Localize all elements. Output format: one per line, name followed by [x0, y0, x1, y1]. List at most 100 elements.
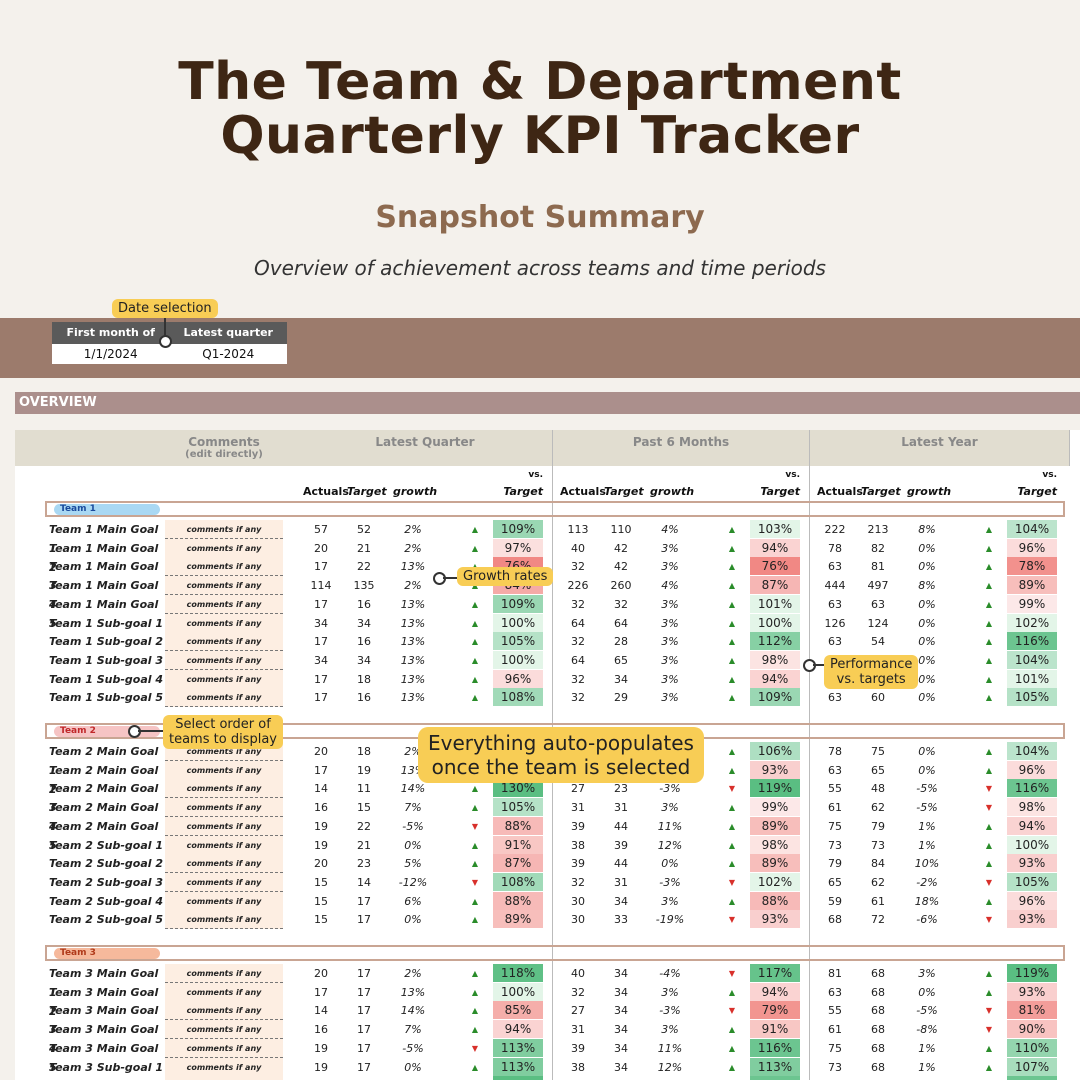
team-selector[interactable]: Team 3 [54, 948, 160, 959]
growth-value: 3% [661, 597, 679, 611]
table-row: Team 1 Sub-goal 1 comments if any 34 34 13% ▲… [15, 613, 1080, 633]
target-value: 32 [614, 597, 628, 611]
comment-input[interactable]: comments if any [165, 1038, 283, 1058]
team-row-1[interactable]: Team 1 [45, 501, 1065, 517]
growth-value: 2% [404, 523, 422, 536]
up-arrow-icon: ▲ [985, 821, 993, 831]
comment-input[interactable]: comments if any [165, 982, 283, 1002]
comment-input[interactable]: comments if any [165, 594, 283, 614]
vs-header: vs. [1042, 470, 1057, 480]
target-value: 84 [871, 857, 885, 871]
actual-value: 34 [314, 653, 328, 667]
comment-input[interactable]: comments if any [165, 854, 283, 874]
actual-value: 114 [310, 579, 332, 593]
comment-input[interactable]: comments if any [165, 835, 283, 855]
table-row: Team 1 Sub-goal 4 comments if any 17 18 13% ▲… [15, 669, 1080, 689]
vs-target-value: 113% [493, 1057, 543, 1076]
goal-name: Team 1 Main Goal 1 [49, 523, 159, 555]
callout-connector [813, 664, 824, 666]
growth-value: 18% [914, 894, 940, 908]
actual-value: 39 [571, 857, 585, 871]
vs-target-value: 88% [493, 816, 543, 835]
comment-input[interactable]: comments if any [165, 891, 283, 911]
comment-input[interactable]: comments if any [165, 632, 283, 652]
team-selector[interactable]: Team 1 [54, 504, 160, 515]
team-row-3[interactable]: Team 3 [45, 945, 1065, 961]
growth-value: 1% [918, 1041, 936, 1055]
up-arrow-icon: ▲ [471, 1006, 479, 1016]
up-arrow-icon: ▲ [471, 859, 479, 869]
select-order-callout: Select order of teams to display [163, 715, 283, 749]
target-value: 62 [871, 801, 885, 815]
up-arrow-icon: ▲ [985, 599, 993, 609]
actual-value: 222 [824, 523, 846, 536]
growth-value: 13% [400, 985, 426, 999]
actual-value: 32 [571, 985, 585, 999]
table-row: Team 3 Sub-goal 1 comments if any 19 17 0% ▲ 1… [15, 1057, 1080, 1077]
comment-input[interactable]: comments if any [165, 760, 283, 780]
growth-value: 3% [661, 635, 679, 649]
comment-input[interactable]: comments if any [165, 1001, 283, 1021]
comment-input[interactable]: comments if any [165, 910, 283, 930]
down-arrow-icon: ▼ [471, 1043, 479, 1053]
comment-input[interactable]: comments if any [165, 688, 283, 708]
table-row: Team 3 Main Goal 3 comments if any 14 17 14%… [15, 1001, 1080, 1036]
comment-input[interactable]: comments if any [165, 557, 283, 577]
down-arrow-icon: ▼ [728, 969, 736, 978]
vs-target-value: 130% [493, 779, 543, 798]
actual-value: 40 [571, 967, 585, 980]
up-arrow-icon: ▲ [985, 840, 993, 850]
up-arrow-icon: ▲ [471, 987, 479, 997]
comment-input[interactable]: comments if any [165, 779, 283, 799]
up-arrow-icon: ▲ [728, 637, 736, 647]
target-value: 21 [357, 838, 371, 852]
actual-value: 17 [314, 985, 328, 999]
comment-input[interactable]: comments if any [165, 576, 283, 596]
target-value: 68 [861, 1076, 895, 1080]
comment-input[interactable]: comments if any [165, 613, 283, 633]
comment-input[interactable]: comments if any [165, 872, 283, 892]
team-selector[interactable]: Team 2 [54, 726, 160, 737]
target-value: 23 [614, 782, 628, 796]
down-arrow-icon: ▼ [728, 915, 736, 925]
target-value: 64 [614, 616, 628, 630]
target-value: 31 [614, 801, 628, 815]
comment-input[interactable]: comments if any [165, 650, 283, 670]
comment-input[interactable]: comments if any [165, 520, 283, 539]
comment-input[interactable]: comments if any [165, 964, 283, 983]
up-arrow-icon: ▲ [728, 562, 736, 572]
separator [809, 430, 810, 1080]
actual-value: 19 [314, 838, 328, 852]
comment-input[interactable]: comments if any [165, 816, 283, 836]
vs-target-value: 90% [1007, 1020, 1057, 1039]
target-value: 42 [614, 541, 628, 555]
comment-input[interactable]: comments if any [165, 669, 283, 689]
comment-input[interactable]: comments if any [165, 1076, 283, 1080]
actual-value: 17 [314, 560, 328, 574]
auto-populate-line-2: once the team is selected [431, 755, 691, 779]
up-arrow-icon: ▲ [471, 655, 479, 665]
comment-input[interactable]: comments if any [165, 1020, 283, 1040]
actual-value: 32 [571, 875, 585, 889]
first-month-input[interactable]: 1/1/2024 [83, 347, 138, 361]
table-row: Team 2 Sub-goal 5 comments if any 15 17 0% ▲ 8… [15, 910, 1080, 930]
actual-value: 16 [314, 1023, 328, 1037]
comment-input[interactable]: comments if any [165, 538, 283, 558]
actual-value: 17 [314, 635, 328, 649]
vs-target-value: 100% [1007, 835, 1057, 854]
growth-value: 3% [918, 967, 936, 980]
down-arrow-icon: ▼ [985, 1025, 993, 1035]
growth-value: 14% [400, 1004, 426, 1018]
growth-value: -4% [659, 967, 681, 980]
up-arrow-icon: ▲ [985, 562, 993, 572]
target-value: 22 [357, 819, 371, 833]
goal-name: Team 1 Sub-goal 4 [49, 672, 164, 686]
actual-value: 79 [828, 857, 842, 871]
comment-input[interactable]: comments if any [165, 1057, 283, 1077]
growth-value: 3% [661, 1023, 679, 1037]
target-value: 34 [614, 1041, 628, 1055]
comment-input[interactable]: comments if any [165, 798, 283, 818]
up-arrow-icon: ▲ [985, 655, 993, 665]
growth-value: 0% [918, 653, 936, 667]
